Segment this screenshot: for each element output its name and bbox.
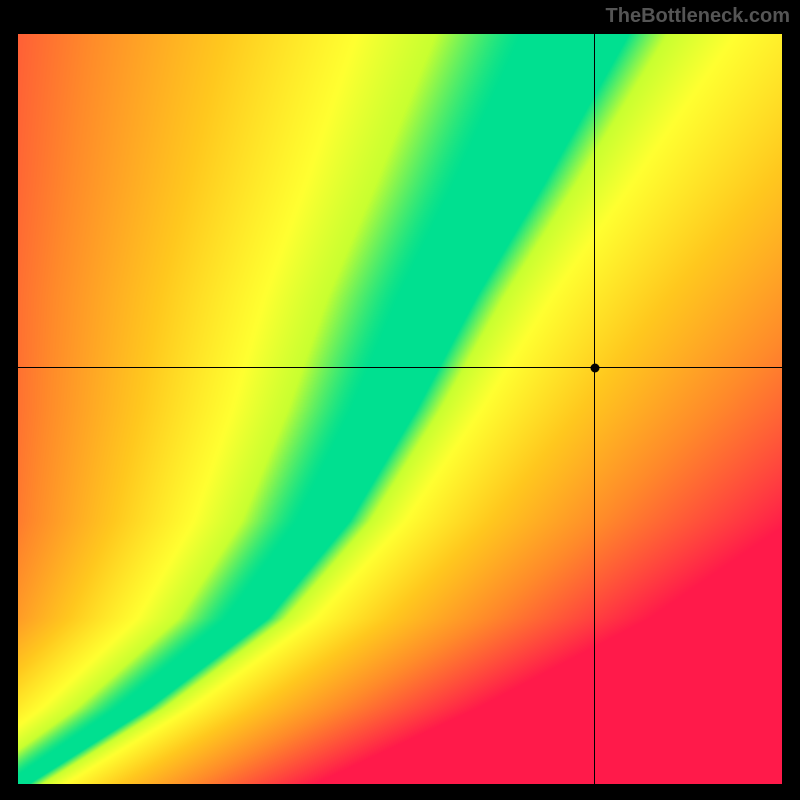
crosshair-vertical	[594, 34, 595, 784]
crosshair-horizontal	[18, 367, 782, 368]
heatmap-plot	[18, 34, 782, 784]
chart-container: TheBottleneck.com	[0, 0, 800, 800]
crosshair-marker	[590, 363, 599, 372]
watermark-text: TheBottleneck.com	[606, 5, 790, 28]
heatmap-canvas	[18, 34, 782, 784]
